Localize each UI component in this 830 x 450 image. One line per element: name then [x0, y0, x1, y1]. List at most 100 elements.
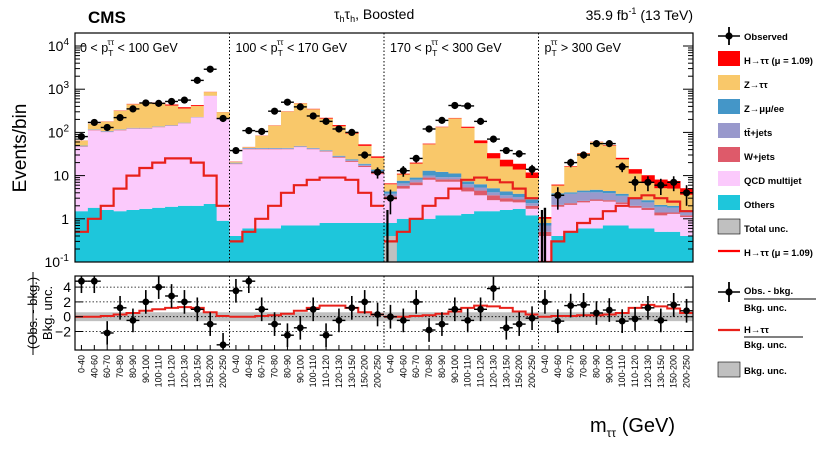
- bar-z-: [178, 108, 192, 123]
- observed-point: [206, 65, 214, 73]
- bar-w-jets: [577, 200, 591, 203]
- bar-h-1-09-: [461, 126, 475, 128]
- bar-tt-jets: [345, 160, 359, 161]
- bar-z-ee: [474, 184, 488, 188]
- bar-tt-jets: [448, 177, 462, 180]
- bar-others: [216, 220, 230, 262]
- legend-swatch: [718, 147, 740, 162]
- legend-swatch: [718, 75, 740, 90]
- legend-label: W+jets: [744, 152, 775, 163]
- observed-point: [399, 167, 407, 175]
- ratio-obs-point: [490, 285, 497, 292]
- bar-w-jets: [345, 160, 359, 162]
- ratio-y-tick-label: −2: [55, 324, 71, 340]
- x-tick-label: 40-60: [89, 355, 99, 378]
- legend-label: QCD multijet: [744, 176, 802, 187]
- bar-others: [126, 209, 140, 262]
- x-tick-label: 150-200: [514, 355, 524, 388]
- bar-z-ee: [358, 163, 372, 165]
- bar-z-ee: [461, 181, 475, 185]
- observed-point: [270, 107, 279, 115]
- channel-label: τhτh, Boosted: [334, 6, 414, 24]
- x-tick-label: 200-250: [527, 355, 537, 388]
- bar-h-1-09-: [190, 105, 205, 107]
- observed-point: [618, 163, 626, 171]
- bar-w-jets: [396, 185, 411, 189]
- ratio-obs-point: [219, 341, 227, 349]
- x-tick-label: 40-60: [244, 355, 254, 378]
- bar-qcd-multijet: [680, 217, 693, 236]
- bar-qcd-multijet: [422, 179, 436, 219]
- bar-others: [422, 218, 436, 262]
- ratio-obs-point: [116, 304, 124, 312]
- bar-z-ee: [499, 191, 514, 196]
- bar-qcd-multijet: [641, 209, 655, 229]
- bar-z-ee: [564, 192, 578, 194]
- legend-observed-marker: [725, 32, 733, 40]
- bar-w-jets: [435, 179, 449, 182]
- bar-z-: [268, 125, 282, 148]
- category-label: 100 < pTττ < 170 GeV: [236, 37, 348, 58]
- observed-point: [515, 150, 523, 158]
- bar-others: [371, 222, 385, 262]
- ratio-y-label-denominator: Bkg. unc.: [40, 286, 55, 340]
- x-tick-label: 100-110: [154, 355, 164, 387]
- x-tick-label: 60-70: [257, 355, 267, 378]
- ratio-obs-point: [683, 307, 690, 315]
- bar-others: [255, 228, 269, 262]
- observed-point: [657, 181, 665, 189]
- x-tick-label: 90-100: [604, 355, 614, 383]
- ratio-obs-point: [618, 317, 626, 325]
- bar-w-jets: [332, 157, 346, 158]
- observed-point: [258, 127, 266, 136]
- x-tick-label: 0-40: [76, 355, 86, 373]
- bar-z-: [654, 188, 668, 205]
- ratio-obs-point: [425, 326, 433, 334]
- ratio-group: [75, 276, 693, 350]
- observed-point: [502, 146, 510, 155]
- bar-z-ee: [667, 205, 681, 208]
- bar-z-ee: [615, 193, 630, 196]
- total-unc-band: [384, 235, 397, 262]
- bar-qcd-multijet: [268, 149, 282, 229]
- ratio-obs-point: [387, 313, 394, 321]
- observed-point: [605, 140, 613, 148]
- bar-z-: [448, 118, 462, 174]
- bar-w-jets: [590, 199, 604, 201]
- legend-label: Z→ττ: [744, 80, 769, 91]
- ratio-obs-point: [515, 320, 523, 328]
- ratio-obs-point: [90, 277, 98, 285]
- bar-z-ee: [602, 191, 617, 194]
- higgs-line-group: [75, 157, 693, 262]
- bar-tt-jets: [487, 192, 501, 196]
- bar-w-jets: [564, 203, 578, 205]
- bar-others: [615, 225, 630, 262]
- bar-w-jets: [499, 198, 514, 202]
- ratio-legend-obs-marker: [725, 288, 733, 296]
- y-axis-label: Events/bin: [10, 104, 31, 193]
- observed-point: [412, 154, 420, 163]
- bar-qcd-multijet: [332, 157, 346, 223]
- legend-swatch: [718, 123, 740, 138]
- x-tick-label: 80-90: [282, 355, 292, 378]
- x-tick-label: 150-200: [360, 355, 370, 388]
- legend-label: H→ττ (μ = 1.09): [744, 56, 813, 67]
- bar-qcd-multijet: [242, 149, 256, 229]
- bar-tt-jets: [319, 150, 333, 152]
- bar-qcd-multijet: [461, 191, 475, 214]
- x-tick-label: 0-40: [385, 355, 395, 373]
- bar-qcd-multijet: [358, 167, 372, 223]
- bar-z-: [281, 111, 295, 148]
- bar-h-1-09-: [499, 159, 514, 167]
- ratio-legend-h-den: Bkg. unc.: [744, 340, 787, 351]
- bar-qcd-multijet: [319, 151, 333, 223]
- bar-w-jets: [461, 187, 475, 192]
- bar-qcd-multijet: [590, 200, 604, 229]
- bar-h-1-09-: [551, 184, 565, 186]
- bar-others: [293, 225, 308, 262]
- x-tick-label: 0-40: [540, 355, 550, 373]
- bar-others: [654, 231, 668, 262]
- x-tick-label: 130-150: [656, 355, 666, 388]
- ratio-obs-point: [193, 305, 201, 313]
- ratio-y-tick-label: 4: [63, 279, 71, 295]
